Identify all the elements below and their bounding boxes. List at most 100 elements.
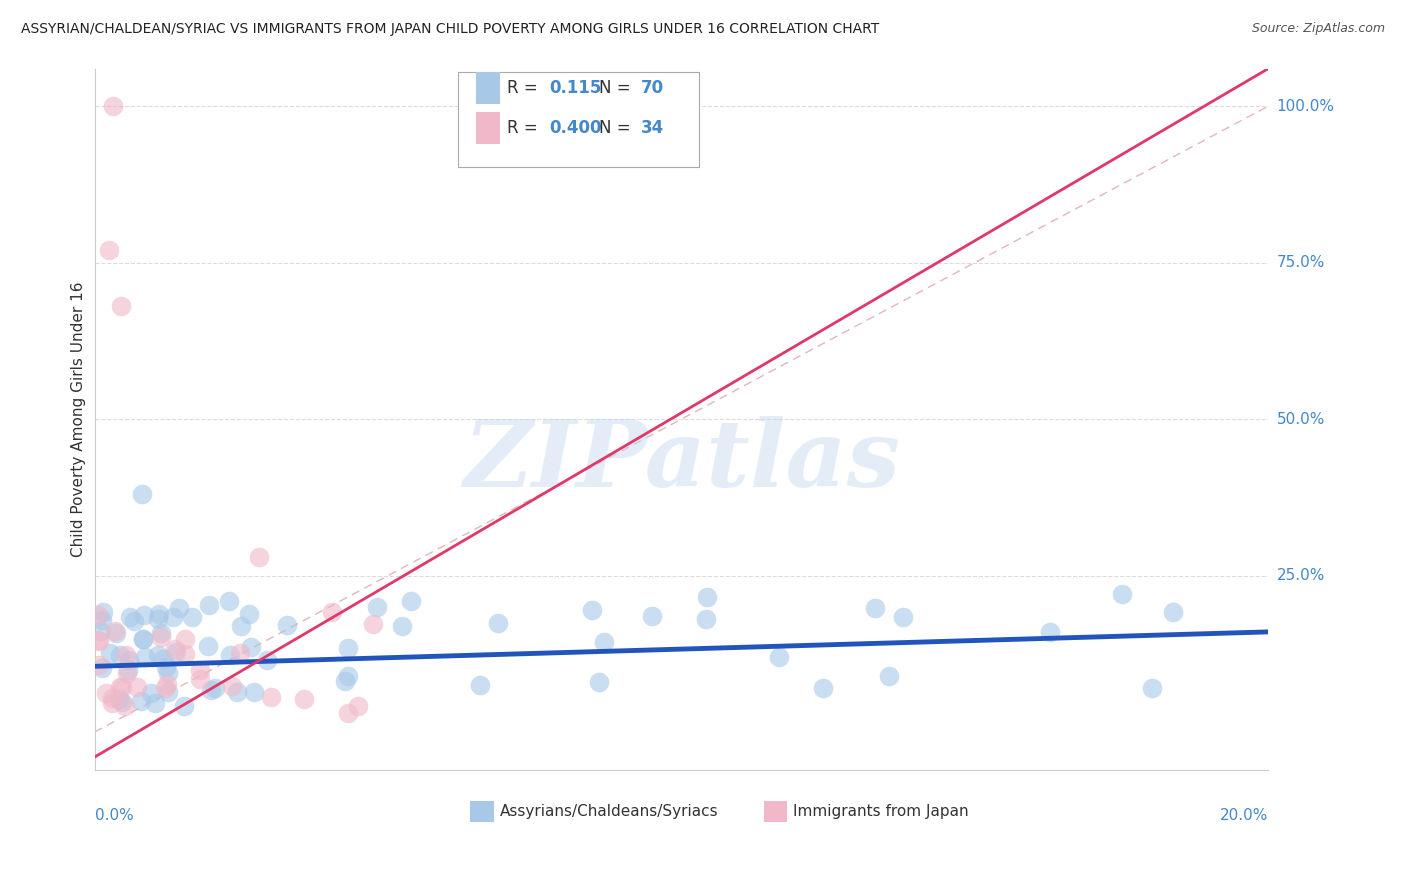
Point [641,609,664,624]
Point [366,600,388,615]
Point [124,615,146,629]
Point [98,647,121,661]
Point [117,665,139,680]
Point [1111,587,1133,601]
Point [110,299,132,313]
Point [863,601,886,615]
Point [363,616,385,631]
Point [1140,681,1163,695]
Point [276,618,298,632]
Point [157,684,180,698]
Point [588,674,610,689]
Point [221,679,243,693]
Text: Assyrians/Chaldeans/Syriacs: Assyrians/Chaldeans/Syriacs [499,805,718,819]
Point [198,598,221,612]
Point [238,607,260,622]
Point [401,594,423,608]
Point [813,681,835,695]
Text: 75.0%: 75.0% [1277,255,1324,270]
Point [150,625,173,640]
Text: N =: N = [599,78,636,97]
Point [131,487,153,501]
Text: Immigrants from Japan: Immigrants from Japan [793,805,969,819]
Text: R =: R = [506,78,543,97]
Point [103,99,125,113]
Point [173,647,195,661]
Point [155,659,177,673]
Text: 0.400: 0.400 [548,120,602,137]
Point [337,641,360,656]
Point [226,685,249,699]
Point [167,601,190,615]
Point [120,610,142,624]
Text: 50.0%: 50.0% [1277,411,1324,426]
Point [131,632,153,647]
Point [89,624,111,638]
Point [180,609,202,624]
Point [486,616,509,631]
Bar [477,112,499,144]
Point [127,680,149,694]
Point [104,625,127,640]
Point [111,695,134,709]
Text: 0.115: 0.115 [548,78,602,97]
Point [132,632,155,646]
Point [163,641,186,656]
Point [1038,625,1060,640]
Text: N =: N = [599,120,636,137]
Point [165,645,187,659]
Point [173,699,195,714]
Y-axis label: Child Poverty Among Girls Under 16: Child Poverty Among Girls Under 16 [72,281,86,557]
Point [91,605,114,619]
Text: R =: R = [506,120,543,137]
Point [321,605,343,619]
Point [190,663,212,677]
Point [104,624,127,638]
Point [96,686,118,700]
Point [391,619,413,633]
Point [891,610,914,624]
Point [149,631,172,645]
Point [107,692,129,706]
Point [173,632,195,647]
Point [143,696,166,710]
Point [333,673,356,688]
Point [336,706,359,721]
Point [139,685,162,699]
Text: 100.0%: 100.0% [1277,99,1334,113]
Point [200,683,222,698]
Text: 70: 70 [640,78,664,97]
Text: 20.0%: 20.0% [1220,808,1268,823]
Point [256,653,278,667]
Text: 34: 34 [640,120,664,137]
Point [129,694,152,708]
Point [336,669,359,683]
Text: ZIPatlas: ZIPatlas [463,417,900,506]
Text: 25.0%: 25.0% [1277,568,1324,583]
Point [162,610,184,624]
Point [152,652,174,666]
Point [114,648,136,662]
Point [292,691,315,706]
Point [118,653,141,667]
Point [696,590,718,604]
Text: ASSYRIAN/CHALDEAN/SYRIAC VS IMMIGRANTS FROM JAPAN CHILD POVERTY AMONG GIRLS UNDE: ASSYRIAN/CHALDEAN/SYRIAC VS IMMIGRANTS F… [21,22,879,37]
Bar [763,801,787,822]
Bar [477,72,499,103]
Point [101,690,124,705]
Point [148,648,170,662]
Point [87,657,110,672]
Point [197,639,219,653]
Point [188,672,211,686]
Point [132,608,155,623]
Point [153,681,176,695]
Point [877,669,900,683]
Point [468,678,491,692]
Point [239,640,262,654]
Point [91,661,114,675]
Text: 0.0%: 0.0% [94,808,134,823]
Point [229,646,252,660]
Point [148,607,170,621]
Text: Source: ZipAtlas.com: Source: ZipAtlas.com [1251,22,1385,36]
Point [146,612,169,626]
